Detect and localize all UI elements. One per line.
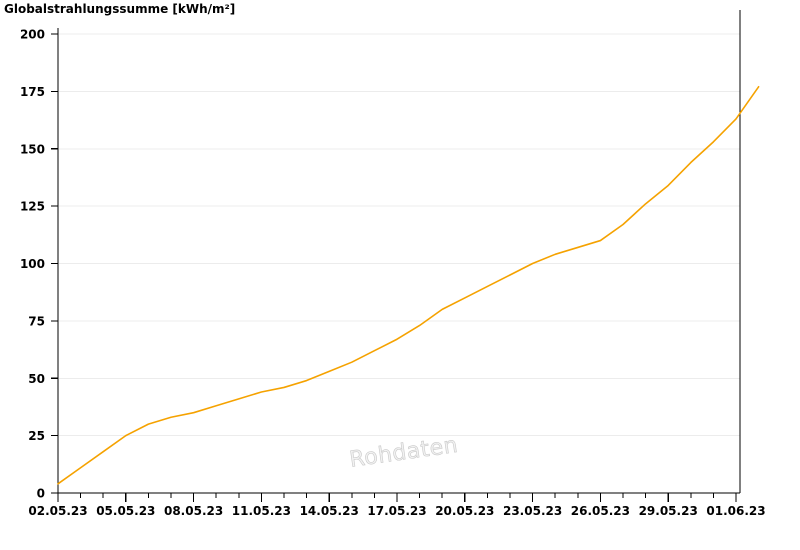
x-axis-tick-label: 11.05.23 — [232, 504, 291, 518]
x-axis-labels-group: 02.05.23 05.05.23 08.05.23 11.05.23 14.05.23… — [28, 504, 765, 518]
x-axis-ticks-group — [57, 493, 737, 502]
y-axis-tick-label: 125 — [20, 200, 45, 214]
x-axis-tick-label: 23.05.23 — [503, 504, 562, 518]
chart-title: Globalstrahlungssumme [kWh/m²] — [4, 2, 236, 16]
series-line — [57, 85, 760, 485]
y-axis-labels-group: 0 25 50 75 100 125 150 175 200 — [20, 28, 45, 501]
y-axis-tick-label: 175 — [20, 85, 45, 99]
x-axis-tick-label: 14.05.23 — [300, 504, 359, 518]
data-series-group — [57, 85, 760, 485]
x-axis-tick-label: 02.05.23 — [28, 504, 87, 518]
y-axis-ticks-group — [51, 33, 58, 494]
gridlines-group — [59, 33, 740, 437]
x-axis-tick-label: 29.05.23 — [639, 504, 698, 518]
x-axis-tick-label: 01.06.23 — [706, 504, 765, 518]
x-axis-tick-label: 26.05.23 — [571, 504, 630, 518]
y-axis-tick-label: 50 — [28, 372, 45, 386]
y-axis-tick-label: 150 — [20, 142, 45, 156]
y-axis-tick-label: 100 — [20, 257, 45, 271]
x-axis-tick-label: 05.05.23 — [96, 504, 155, 518]
y-axis-tick-label: 0 — [37, 487, 45, 501]
x-axis-tick-label: 08.05.23 — [164, 504, 223, 518]
y-axis-tick-label: 200 — [20, 28, 45, 42]
y-axis-tick-label: 25 — [28, 429, 45, 443]
x-axis-tick-label: 17.05.23 — [367, 504, 426, 518]
x-axis-tick-label: 20.05.23 — [435, 504, 494, 518]
y-axis-tick-label: 75 — [28, 314, 45, 328]
